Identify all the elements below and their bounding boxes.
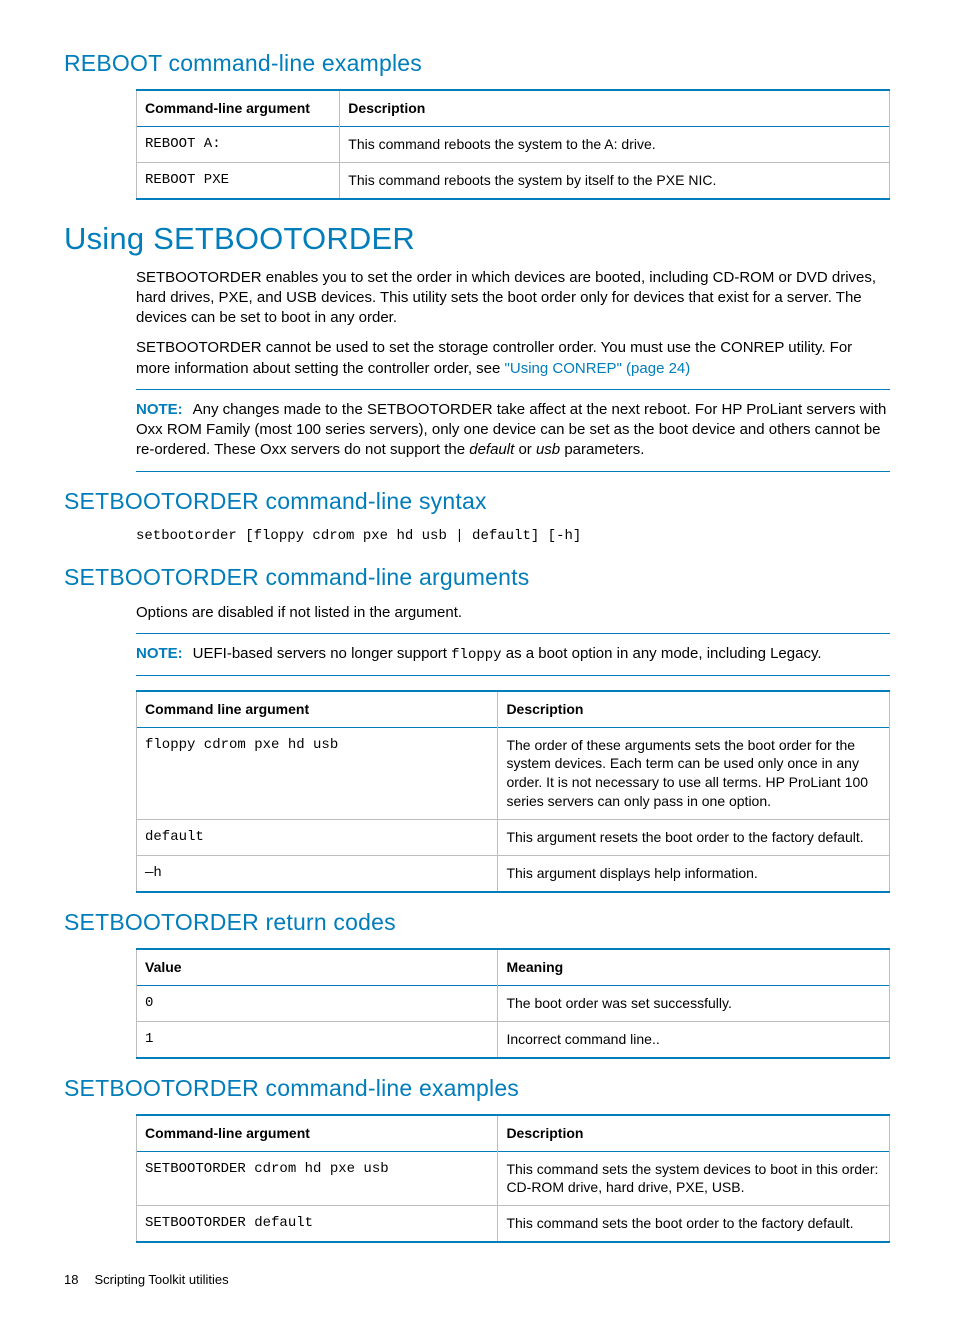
table-reboot-examples: Command-line argument Description REBOOT…: [136, 89, 890, 200]
table-cell: 1: [137, 1021, 498, 1057]
note-code: floppy: [451, 647, 501, 663]
note-text: as a boot option in any mode, including …: [502, 645, 822, 662]
table-header: Description: [340, 90, 890, 126]
code-block: setbootorder [floppy cdrom pxe hd usb | …: [136, 527, 890, 546]
table-row: REBOOT A: This command reboots the syste…: [137, 126, 890, 162]
table-cell: floppy cdrom pxe hd usb: [137, 727, 498, 820]
page-footer: 18 Scripting Toolkit utilities: [64, 1271, 890, 1289]
paragraph: SETBOOTORDER enables you to set the orde…: [136, 268, 890, 329]
heading-syntax: SETBOOTORDER command-line syntax: [64, 486, 890, 517]
table-row: SETBOOTORDER default This command sets t…: [137, 1206, 890, 1242]
note-label: NOTE:: [136, 401, 183, 418]
paragraph: Options are disabled if not listed in th…: [136, 603, 890, 623]
note-block: NOTE: UEFI-based servers no longer suppor…: [136, 633, 890, 676]
table-header: Command-line argument: [137, 90, 340, 126]
table-return-codes: Value Meaning 0 The boot order was set s…: [136, 948, 890, 1059]
table-cell: REBOOT PXE: [137, 162, 340, 198]
table-header: Description: [498, 691, 890, 727]
heading-return-codes: SETBOOTORDER return codes: [64, 907, 890, 938]
table-cell: —h: [137, 856, 498, 892]
table-row: —h This argument displays help informati…: [137, 856, 890, 892]
table-cell: This argument resets the boot order to t…: [498, 820, 890, 856]
heading-args: SETBOOTORDER command-line arguments: [64, 562, 890, 593]
link-using-conrep[interactable]: "Using CONREP" (page 24): [505, 360, 691, 377]
table-row: 0 The boot order was set successfully.: [137, 985, 890, 1021]
table-cell: The boot order was set successfully.: [498, 985, 890, 1021]
table-cell: This command reboots the system to the A…: [340, 126, 890, 162]
table-examples: Command-line argument Description SETBOO…: [136, 1114, 890, 1244]
note-label: NOTE:: [136, 645, 183, 662]
table-cell: REBOOT A:: [137, 126, 340, 162]
note-text: UEFI-based servers no longer support: [193, 645, 451, 662]
table-row: SETBOOTORDER cdrom hd pxe usb This comma…: [137, 1151, 890, 1206]
table-header: Command line argument: [137, 691, 498, 727]
table-cell: This command reboots the system by itsel…: [340, 162, 890, 198]
table-row: default This argument resets the boot or…: [137, 820, 890, 856]
note-block: NOTE:Any changes made to the SETBOOTORDE…: [136, 389, 890, 472]
table-cell: The order of these arguments sets the bo…: [498, 727, 890, 820]
note-text: or: [514, 441, 536, 458]
table-args: Command line argument Description floppy…: [136, 690, 890, 893]
table-header: Command-line argument: [137, 1115, 498, 1151]
table-cell: This command sets the system devices to …: [498, 1151, 890, 1206]
table-cell: SETBOOTORDER cdrom hd pxe usb: [137, 1151, 498, 1206]
footer-title: Scripting Toolkit utilities: [94, 1272, 228, 1287]
table-cell: 0: [137, 985, 498, 1021]
heading-examples: SETBOOTORDER command-line examples: [64, 1073, 890, 1104]
table-cell: Incorrect command line..: [498, 1021, 890, 1057]
note-text: usb: [536, 441, 560, 458]
table-row: floppy cdrom pxe hd usb The order of the…: [137, 727, 890, 820]
table-cell: SETBOOTORDER default: [137, 1206, 498, 1242]
table-header: Value: [137, 949, 498, 985]
table-row: 1 Incorrect command line..: [137, 1021, 890, 1057]
paragraph: SETBOOTORDER cannot be used to set the s…: [136, 338, 890, 379]
heading-reboot-examples: REBOOT command-line examples: [64, 48, 890, 79]
table-header: Meaning: [498, 949, 890, 985]
note-text: default: [469, 441, 514, 458]
note-text: parameters.: [560, 441, 644, 458]
heading-setbootorder: Using SETBOOTORDER: [64, 218, 890, 260]
page-number: 18: [64, 1272, 78, 1287]
text: SETBOOTORDER cannot be used to set the s…: [136, 339, 852, 376]
table-header: Description: [498, 1115, 890, 1151]
table-cell: This argument displays help information.: [498, 856, 890, 892]
table-cell: default: [137, 820, 498, 856]
table-cell: This command sets the boot order to the …: [498, 1206, 890, 1242]
table-row: REBOOT PXE This command reboots the syst…: [137, 162, 890, 198]
